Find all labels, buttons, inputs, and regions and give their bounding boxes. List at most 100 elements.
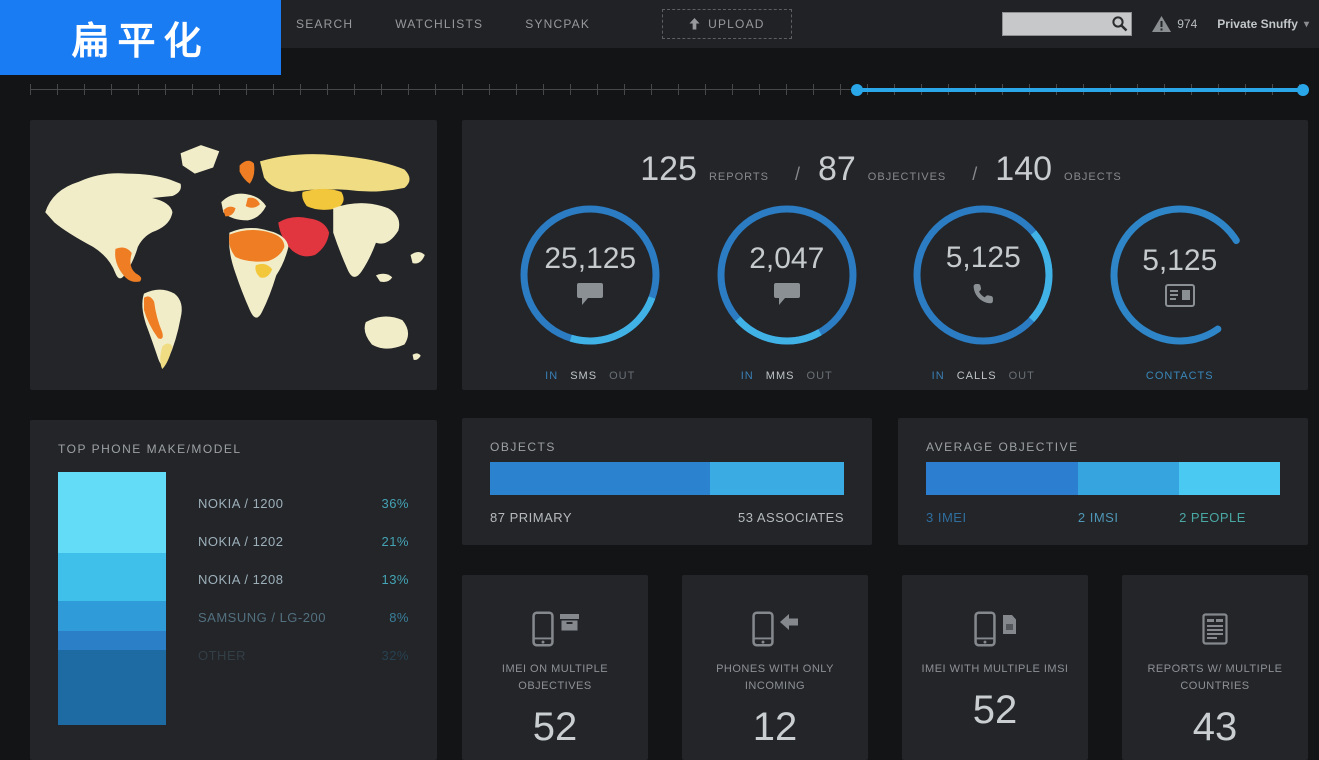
phone-legend: NOKIA / 1200 36% NOKIA / 1202 21% NOKIA … bbox=[198, 496, 409, 686]
legend-value: 13% bbox=[381, 572, 409, 587]
search-input[interactable] bbox=[1002, 12, 1133, 36]
map-region-greenland bbox=[180, 145, 220, 174]
summary-separator: / bbox=[794, 164, 800, 184]
average-objective-title: AVERAGE OBJECTIVE bbox=[926, 440, 1079, 454]
chevron-down-icon: ▾ bbox=[1303, 18, 1309, 30]
map-region-sahara bbox=[229, 229, 285, 262]
average-objective-bar bbox=[926, 462, 1280, 495]
main-nav: SEARCH WATCHLISTS SYNCPAK UPLOAD bbox=[296, 0, 792, 48]
nav-search[interactable]: SEARCH bbox=[296, 17, 354, 31]
legend-value: 36% bbox=[381, 496, 409, 511]
map-region-central-europe bbox=[245, 197, 260, 208]
map-region-middle-east bbox=[278, 217, 330, 257]
legend-label: OTHER bbox=[198, 648, 246, 663]
map-region-argentina bbox=[160, 343, 173, 369]
world-map-panel bbox=[30, 120, 437, 390]
timeline-track[interactable] bbox=[30, 84, 1305, 95]
activity-stats-panel: 125 REPORTS / 87 OBJECTIVES / 140 OBJECT… bbox=[462, 120, 1308, 390]
map-region-australia bbox=[364, 316, 409, 349]
people-caption: 2 PEOPLE bbox=[1179, 510, 1246, 525]
warning-triangle-icon bbox=[1152, 16, 1172, 32]
map-region-southeast-asia bbox=[375, 273, 393, 282]
nav-watchlists[interactable]: WATCHLISTS bbox=[395, 17, 484, 31]
map-region-north-america bbox=[45, 173, 181, 279]
average-bar-imsi[interactable] bbox=[1077, 462, 1180, 495]
report-document-icon bbox=[1202, 613, 1228, 645]
map-region-mexico bbox=[115, 247, 142, 282]
contact-card-icon bbox=[1164, 283, 1195, 307]
objects-panel: OBJECTS 87 PRIMARY 53 ASSOCIATES bbox=[462, 418, 872, 545]
flat-design-badge: 扁平化 bbox=[0, 0, 281, 75]
legend-value: 32% bbox=[381, 648, 409, 663]
sim-card-icon bbox=[1002, 614, 1016, 634]
legend-row: SAMSUNG / LG-200 8% bbox=[198, 610, 409, 625]
card-value: 52 bbox=[532, 705, 578, 750]
phone-bar-segment-nokia-1200[interactable] bbox=[58, 472, 166, 553]
average-objective-captions: 3 IMEI 2 IMSI 2 PEOPLE bbox=[926, 510, 1280, 525]
header-right-cluster: 974 Private Snuffy ▾ bbox=[1002, 0, 1309, 48]
mms-gauge-ring bbox=[717, 205, 857, 345]
search-field-wrap bbox=[1002, 12, 1133, 36]
average-bar-people[interactable] bbox=[1179, 462, 1280, 495]
mms-out-label: OUT bbox=[806, 370, 833, 382]
mms-in-label: IN bbox=[740, 370, 754, 382]
top-phone-panel: TOP PHONE MAKE/MODEL NOKIA / 1200 36% NO… bbox=[30, 420, 437, 760]
sms-in-label: IN bbox=[545, 370, 559, 382]
card-label: PHONES WITH ONLY INCOMING bbox=[716, 663, 834, 693]
phone-bar-segment-other[interactable] bbox=[58, 650, 166, 725]
legend-row: NOKIA / 1202 21% bbox=[198, 534, 409, 549]
phone-bar-segment-nokia-1208[interactable] bbox=[58, 601, 166, 632]
objects-count: 140 bbox=[995, 150, 1053, 188]
upload-button[interactable]: UPLOAD bbox=[662, 9, 792, 39]
upload-arrow-icon bbox=[689, 18, 700, 30]
map-region-russia bbox=[259, 154, 410, 192]
reports-label: REPORTS bbox=[708, 171, 769, 183]
objects-bar bbox=[490, 462, 844, 495]
reports-multiple-countries-card: REPORTS W/ MULTIPLE COUNTRIES 43 bbox=[1122, 575, 1308, 760]
nav-syncpak[interactable]: SYNCPAK bbox=[525, 17, 591, 31]
card-value: 43 bbox=[1192, 705, 1238, 750]
calls-label: CALLS bbox=[956, 370, 997, 382]
calls-in-label: IN bbox=[931, 370, 945, 382]
alerts-indicator[interactable]: 974 bbox=[1152, 16, 1197, 32]
alerts-count: 974 bbox=[1177, 17, 1198, 31]
objects-bar-primary[interactable] bbox=[490, 462, 710, 495]
search-icon[interactable] bbox=[1111, 15, 1128, 32]
top-phone-title: TOP PHONE MAKE/MODEL bbox=[58, 442, 242, 456]
phone-bar-segment-samsung[interactable] bbox=[58, 631, 166, 651]
contacts-label: CONTACTS bbox=[1145, 370, 1214, 382]
contacts-gauge-value: 5,125 bbox=[1142, 243, 1218, 277]
sms-label: SMS bbox=[570, 370, 598, 382]
calls-gauge-ring bbox=[913, 205, 1053, 345]
mms-gauge: 2,047 IN MMS OUT bbox=[702, 200, 872, 390]
map-region-europe bbox=[221, 193, 267, 221]
phone-icon bbox=[531, 611, 554, 647]
timeline-slider[interactable] bbox=[30, 82, 1309, 98]
phone-bar-segment-nokia-1202[interactable] bbox=[58, 552, 166, 602]
contacts-gauge: 5,125 CONTACTS bbox=[1095, 200, 1265, 390]
timeline-selected-range[interactable] bbox=[857, 87, 1303, 92]
calls-gauge-value: 5,125 bbox=[945, 241, 1021, 274]
phone-icon bbox=[973, 611, 996, 647]
gauges-row: 25,125 IN SMS OUT 2,047 bbox=[492, 200, 1278, 390]
sms-gauge-value: 25,125 bbox=[544, 242, 637, 275]
objects-bar-associates[interactable] bbox=[709, 462, 844, 495]
average-bar-imei[interactable] bbox=[926, 462, 1078, 495]
map-region-japan bbox=[410, 251, 425, 264]
world-map bbox=[45, 145, 425, 369]
objectives-count: 87 bbox=[817, 150, 856, 188]
card-label: IMEI ON MULTIPLE OBJECTIVES bbox=[501, 663, 609, 693]
legend-row: NOKIA / 1200 36% bbox=[198, 496, 409, 511]
contacts-gauge-ring bbox=[1110, 205, 1250, 345]
incoming-arrow-icon bbox=[780, 614, 798, 630]
mms-label: MMS bbox=[765, 370, 795, 382]
legend-label: SAMSUNG / LG-200 bbox=[198, 610, 326, 625]
flat-design-badge-label: 扁平化 bbox=[71, 21, 210, 63]
objects-associates-caption: 53 ASSOCIATES bbox=[738, 510, 844, 525]
map-region-spain bbox=[223, 206, 236, 217]
legend-row: NOKIA / 1208 13% bbox=[198, 572, 409, 587]
timeline-handle-left[interactable] bbox=[851, 83, 863, 96]
user-menu[interactable]: Private Snuffy ▾ bbox=[1217, 17, 1309, 31]
summary-counts: 125 REPORTS / 87 OBJECTIVES / 140 OBJECT… bbox=[462, 150, 1308, 189]
timeline-handle-right[interactable] bbox=[1297, 83, 1309, 96]
